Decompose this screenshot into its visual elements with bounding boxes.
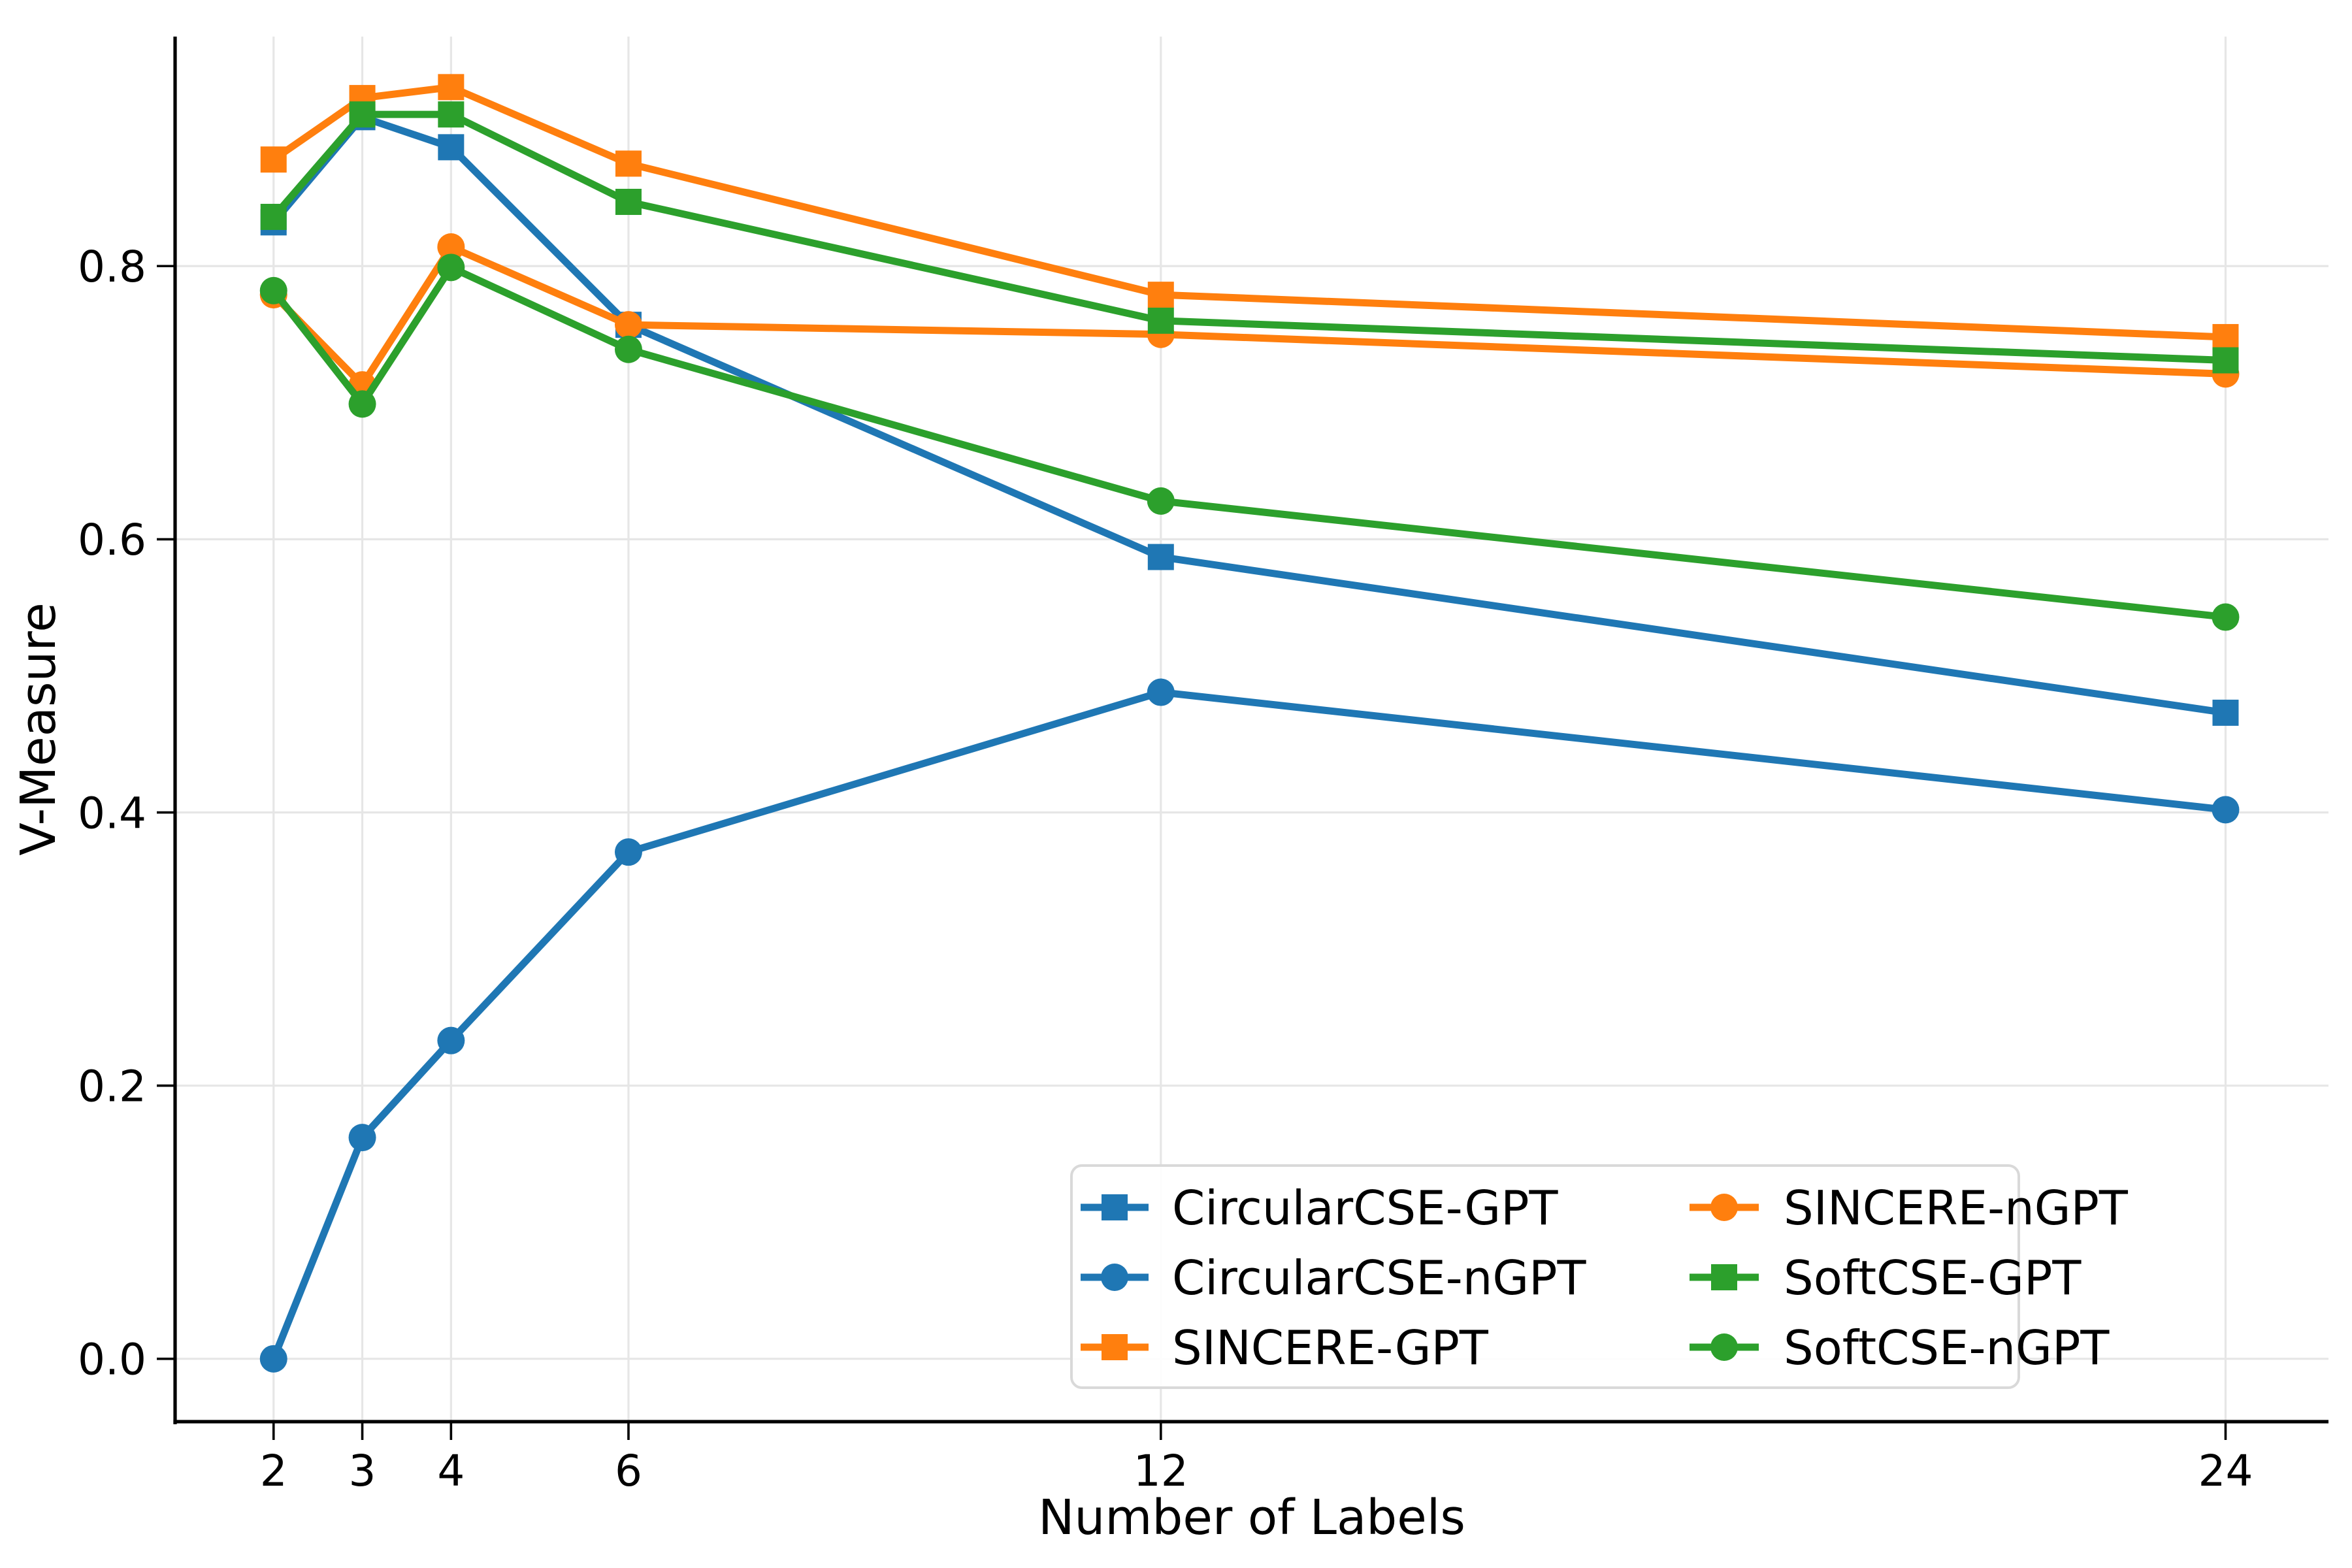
series-marker-CircularCSE-nGPT-x2 (259, 1345, 287, 1373)
series-line-SoftCSE-nGPT (270, 263, 2227, 621)
series-marker-SoftCSE-GPT-x4 (438, 101, 465, 128)
legend-label-SoftCSE-GPT: SoftCSE-GPT (1784, 1250, 2082, 1305)
x-tick-label-2: 2 (260, 1446, 287, 1496)
series-marker-SINCERE-GPT-x6 (615, 150, 642, 177)
series-marker-SINCERE-GPT-x2 (260, 146, 287, 173)
y-axis-label: V-Measure (10, 602, 67, 856)
y-tick-label-0.6: 0.6 (78, 515, 146, 565)
series-line-SINCERE-nGPT (270, 242, 2226, 391)
y-tick-label-0.8: 0.8 (78, 242, 146, 292)
x-tick-label-24: 24 (2198, 1446, 2253, 1496)
legend-label-CircularCSE-GPT: CircularCSE-GPT (1172, 1181, 1559, 1235)
series-marker-CircularCSE-GPT-x4 (438, 134, 465, 161)
series-marker-CircularCSE-nGPT-x24 (2212, 796, 2240, 824)
series-marker-SINCERE-GPT-x4 (438, 74, 465, 101)
legend-marker-CircularCSE-GPT (1102, 1194, 1128, 1220)
x-tick-label-6: 6 (615, 1446, 642, 1496)
series-marker-CircularCSE-GPT-x24 (2212, 699, 2239, 726)
y-tick-label-0.4: 0.4 (78, 788, 146, 838)
series-marker-SoftCSE-nGPT-x4 (437, 253, 465, 282)
series-marker-SoftCSE-nGPT-x2 (259, 276, 287, 304)
series-marker-SINCERE-GPT-x12 (1147, 282, 1174, 308)
series-marker-CircularCSE-GPT-x12 (1147, 544, 1174, 570)
series-marker-SoftCSE-nGPT-x6 (614, 335, 642, 363)
legend-label-SoftCSE-nGPT: SoftCSE-nGPT (1784, 1320, 2110, 1375)
series-marker-SoftCSE-GPT-x2 (260, 203, 287, 230)
legend-marker-SoftCSE-nGPT (1710, 1333, 1738, 1361)
series-marker-CircularCSE-nGPT-x4 (437, 1026, 465, 1054)
x-tick-label-12: 12 (1134, 1446, 1188, 1496)
x-tick-label-3: 3 (349, 1446, 376, 1496)
series-marker-SoftCSE-nGPT-x24 (2212, 603, 2240, 631)
series-marker-SoftCSE-nGPT-x12 (1147, 487, 1175, 515)
series-marker-SINCERE-GPT-x24 (2212, 323, 2239, 350)
legend-marker-SINCERE-nGPT (1710, 1194, 1738, 1221)
legend-marker-SINCERE-GPT (1102, 1334, 1128, 1360)
legend-label-CircularCSE-nGPT: CircularCSE-nGPT (1172, 1250, 1587, 1305)
series-marker-SINCERE-nGPT-x4 (437, 233, 465, 261)
legend-marker-SoftCSE-GPT (1711, 1264, 1737, 1290)
series-marker-SoftCSE-GPT-x3 (349, 101, 376, 128)
series-marker-SINCERE-nGPT-x6 (614, 311, 642, 339)
legend-box (1070, 1164, 2020, 1389)
series-marker-SoftCSE-GPT-x6 (615, 188, 642, 215)
series-marker-SoftCSE-nGPT-x3 (348, 390, 376, 418)
series-marker-SoftCSE-GPT-x24 (2212, 347, 2239, 374)
y-tick-label-0.0: 0.0 (78, 1335, 146, 1385)
series-marker-CircularCSE-nGPT-x3 (348, 1124, 376, 1152)
legend-marker-CircularCSE-nGPT (1101, 1264, 1128, 1291)
legend-label-SINCERE-GPT: SINCERE-GPT (1172, 1320, 1489, 1375)
series-line-CircularCSE-nGPT (270, 688, 2227, 1360)
series-marker-SoftCSE-GPT-x12 (1147, 307, 1174, 334)
series-line-SoftCSE-GPT (270, 110, 2226, 364)
legend-label-SINCERE-nGPT: SINCERE-nGPT (1784, 1181, 2129, 1235)
x-tick-label-4: 4 (437, 1446, 465, 1496)
x-axis-label: Number of Labels (1038, 1490, 1465, 1546)
series-marker-CircularCSE-nGPT-x6 (614, 838, 642, 866)
series-marker-CircularCSE-nGPT-x12 (1147, 678, 1175, 706)
y-tick-label-0.2: 0.2 (78, 1061, 146, 1111)
series-line-SINCERE-GPT (271, 83, 2226, 341)
